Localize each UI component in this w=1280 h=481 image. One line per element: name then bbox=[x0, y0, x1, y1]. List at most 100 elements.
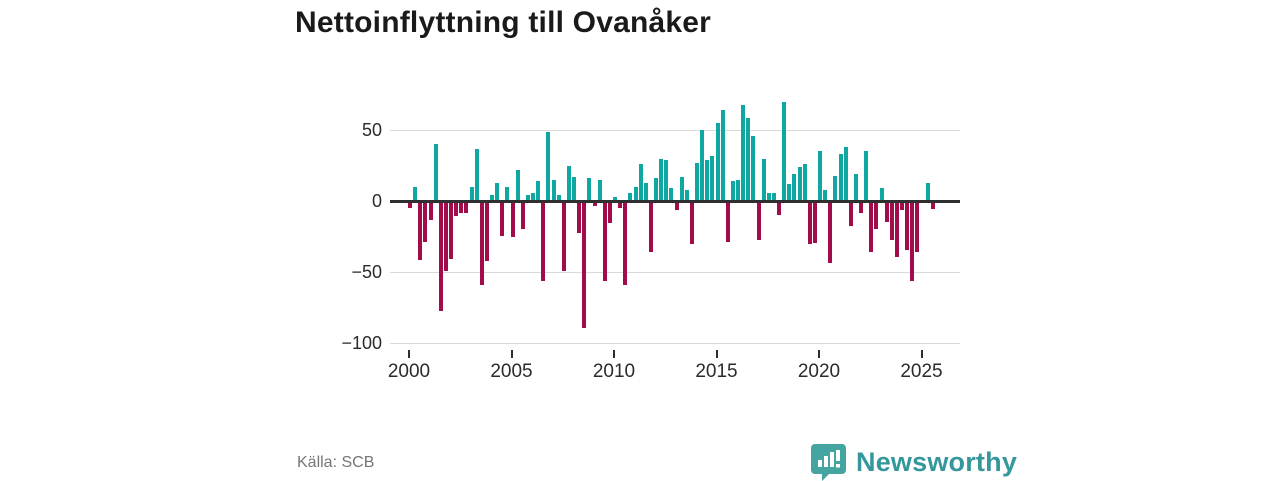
x-tick-2000 bbox=[408, 350, 410, 358]
bar-2019Q3 bbox=[807, 202, 812, 245]
bar-2023Q2 bbox=[884, 202, 889, 222]
bar-2006Q3 bbox=[541, 202, 546, 282]
newsworthy-bubble-chart-icon bbox=[810, 443, 847, 481]
bar-2008Q1 bbox=[572, 176, 576, 201]
bar-2007Q2 bbox=[556, 195, 561, 201]
bar-2015Q3 bbox=[725, 202, 730, 242]
bar-2024Q4 bbox=[915, 202, 920, 252]
bar-2018Q3 bbox=[787, 184, 792, 201]
bar-2016Q4 bbox=[751, 135, 756, 201]
bar-2015Q4 bbox=[730, 181, 735, 201]
bar-2024Q1 bbox=[900, 202, 904, 211]
bar-2001Q4 bbox=[443, 202, 448, 272]
bar-2021Q1 bbox=[838, 154, 843, 201]
bar-2014Q1 bbox=[695, 162, 699, 201]
bar-2002Q1 bbox=[449, 202, 453, 259]
x-tick-2015 bbox=[715, 350, 718, 358]
bar-2000Q3 bbox=[418, 202, 423, 260]
bar-2003Q3 bbox=[479, 202, 484, 286]
bar-2011Q2 bbox=[638, 164, 643, 201]
bar-2024Q3 bbox=[910, 202, 915, 282]
x-tick-2010 bbox=[613, 350, 615, 358]
bar-2008Q3 bbox=[582, 202, 587, 328]
bar-2005Q2 bbox=[515, 169, 520, 201]
bar-2022Q3 bbox=[869, 202, 874, 252]
gridline--100 bbox=[390, 342, 960, 344]
bar-2009Q4 bbox=[607, 202, 612, 224]
zero-axis-line bbox=[390, 199, 960, 203]
bar-2017Q1 bbox=[756, 202, 761, 241]
bar-2020Q2 bbox=[823, 189, 828, 201]
bar-2012Q2 bbox=[659, 158, 664, 201]
bar-2020Q3 bbox=[828, 202, 833, 263]
bar-2018Q4 bbox=[792, 174, 797, 201]
bar-2020Q4 bbox=[833, 175, 838, 201]
bar-2017Q3 bbox=[766, 192, 771, 201]
bar-2007Q1 bbox=[551, 179, 556, 201]
x-tick-2005 bbox=[510, 350, 513, 358]
bar-2016Q2 bbox=[741, 104, 746, 201]
bar-2015Q2 bbox=[720, 110, 725, 201]
bar-2010Q4 bbox=[628, 192, 633, 201]
bar-2011Q3 bbox=[643, 182, 648, 201]
bar-2018Q1 bbox=[777, 202, 781, 215]
bar-2004Q4 bbox=[505, 186, 510, 201]
bar-2010Q1 bbox=[613, 196, 617, 201]
bar-2000Q4 bbox=[423, 202, 428, 242]
bar-2015Q1 bbox=[715, 123, 720, 201]
bar-2022Q1 bbox=[859, 202, 863, 214]
gridline--50 bbox=[390, 271, 960, 273]
bar-2004Q2 bbox=[495, 182, 500, 201]
bar-2001Q2 bbox=[433, 144, 438, 201]
bar-2013Q4 bbox=[689, 202, 694, 245]
bar-2014Q4 bbox=[710, 155, 715, 201]
bar-2002Q2 bbox=[454, 202, 459, 217]
bar-2000Q1 bbox=[408, 202, 412, 208]
chart-title: Nettoinflyttning till Ovanåker bbox=[295, 6, 712, 39]
newsworthy-logo[interactable]: Newsworthy bbox=[810, 443, 1017, 481]
bar-2006Q4 bbox=[546, 131, 551, 201]
bar-2013Q1 bbox=[674, 202, 679, 211]
source-note: Källa: SCB bbox=[297, 454, 375, 471]
bar-2019Q2 bbox=[802, 164, 807, 201]
bar-2010Q3 bbox=[623, 202, 628, 286]
bar-2019Q1 bbox=[797, 167, 802, 201]
bar-2001Q1 bbox=[428, 202, 433, 221]
y-tick-label--100: −100 bbox=[341, 332, 382, 353]
bar-2009Q1 bbox=[592, 202, 597, 207]
bar-2009Q3 bbox=[602, 202, 607, 282]
bar-2014Q3 bbox=[705, 159, 710, 201]
bar-2014Q2 bbox=[700, 130, 705, 201]
bar-2023Q4 bbox=[894, 202, 899, 258]
bar-2024Q2 bbox=[905, 202, 910, 251]
bar-2005Q4 bbox=[525, 195, 530, 201]
y-tick-label-50: 50 bbox=[361, 120, 382, 141]
x-tick-label-2015: 2015 bbox=[695, 361, 738, 382]
bar-2005Q3 bbox=[520, 202, 525, 229]
x-tick-label-2005: 2005 bbox=[490, 361, 533, 382]
bar-2003Q1 bbox=[469, 186, 474, 201]
bar-2012Q1 bbox=[654, 178, 658, 201]
bar-2013Q2 bbox=[679, 176, 684, 201]
bar-2013Q3 bbox=[684, 189, 689, 201]
y-axis-labels: 50 0 −50 −100 bbox=[300, 95, 382, 353]
bar-2004Q1 bbox=[490, 195, 494, 201]
bar-2005Q1 bbox=[510, 202, 515, 238]
bar-2025Q3 bbox=[930, 202, 935, 210]
bar-2021Q2 bbox=[843, 147, 848, 201]
bar-2012Q4 bbox=[669, 188, 674, 201]
bar-2003Q2 bbox=[474, 148, 479, 201]
bar-2007Q3 bbox=[561, 202, 566, 272]
bar-2011Q4 bbox=[648, 202, 653, 252]
bar-2003Q4 bbox=[484, 202, 489, 262]
gridline-50 bbox=[390, 130, 960, 132]
bar-2008Q2 bbox=[577, 202, 582, 234]
bar-2016Q3 bbox=[746, 117, 751, 201]
bar-2020Q1 bbox=[818, 151, 822, 201]
x-tick-label-2010: 2010 bbox=[592, 361, 636, 382]
x-tick-label-2000: 2000 bbox=[387, 361, 431, 382]
y-tick-label-0: 0 bbox=[371, 191, 382, 211]
bar-2000Q2 bbox=[413, 186, 418, 201]
bar-2022Q2 bbox=[864, 151, 869, 201]
